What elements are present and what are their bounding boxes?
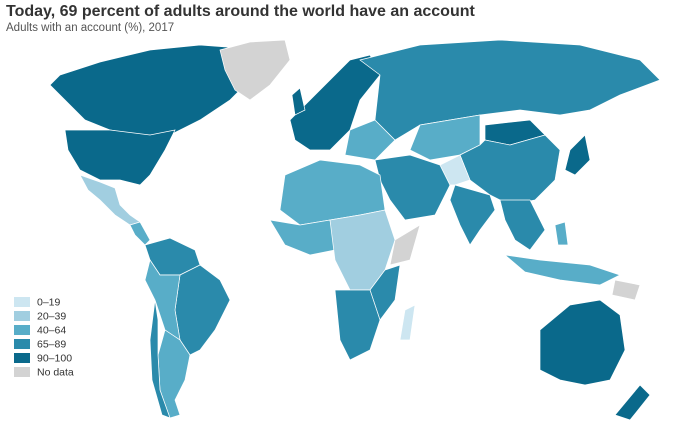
southeast-asia xyxy=(499,199,546,251)
legend: 0–19 20–39 40–64 65–89 90–100 No data xyxy=(14,296,74,378)
legend-swatch xyxy=(14,297,30,307)
russia xyxy=(359,39,661,141)
uk xyxy=(291,87,306,116)
legend-swatch xyxy=(14,339,30,349)
greenland xyxy=(219,39,291,101)
canada xyxy=(49,44,263,136)
title: Today, 69 percent of adults around the w… xyxy=(6,3,475,20)
papua-new-guinea xyxy=(611,279,641,301)
india xyxy=(449,184,496,246)
subtitle: Adults with an account (%), 2017 xyxy=(6,22,174,34)
eastern-europe xyxy=(344,119,396,161)
world-map xyxy=(49,39,661,421)
chile xyxy=(149,299,171,419)
japan xyxy=(564,134,591,176)
legend-label: 65–89 xyxy=(37,338,66,350)
usa xyxy=(64,129,176,186)
legend-label: 0–19 xyxy=(37,296,61,308)
brazil xyxy=(174,264,231,356)
madagascar xyxy=(399,304,416,341)
legend-label: No data xyxy=(37,366,74,378)
legend-swatch xyxy=(14,353,30,363)
west-africa xyxy=(269,219,336,256)
australia xyxy=(539,299,626,386)
southern-africa xyxy=(334,289,381,361)
legend-label: 40–64 xyxy=(37,324,66,336)
legend-swatch xyxy=(14,325,30,335)
horn-of-africa xyxy=(389,224,421,266)
legend-label: 20–39 xyxy=(37,310,66,322)
western-europe xyxy=(289,54,381,151)
middle-east xyxy=(374,154,451,221)
new-zealand xyxy=(614,384,651,421)
indonesia xyxy=(503,254,621,286)
legend-label: 90–100 xyxy=(37,352,72,364)
legend-swatch xyxy=(14,311,30,321)
china xyxy=(459,134,561,206)
afghanistan-pakistan xyxy=(439,154,471,186)
legend-swatch xyxy=(14,367,30,377)
central-america xyxy=(129,221,151,246)
philippines xyxy=(554,221,569,246)
